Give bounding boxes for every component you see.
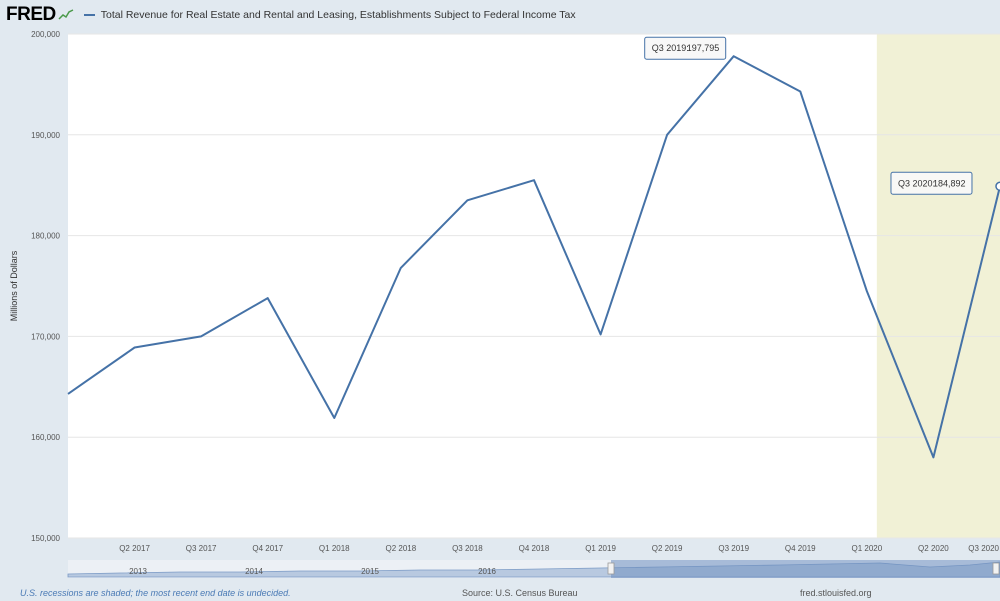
data-point bbox=[865, 289, 869, 293]
data-point bbox=[266, 296, 270, 300]
navigator-right-handle[interactable] bbox=[992, 562, 1000, 575]
legend-line-swatch bbox=[83, 14, 95, 16]
y-tick-label: 180,000 bbox=[31, 232, 60, 241]
fred-logo-graph-icon bbox=[57, 9, 74, 21]
navigator-year-labels: 2013 2014 2015 2016 bbox=[129, 567, 496, 576]
y-tick-label: 150,000 bbox=[31, 534, 60, 543]
navigator-left-handle[interactable] bbox=[607, 562, 615, 575]
series-line[interactable] bbox=[67, 55, 1000, 459]
chart-header: FRED Total Revenue for Real Estate and R… bbox=[0, 0, 1000, 30]
data-point bbox=[798, 89, 802, 93]
tooltips: Q3 2019:197,795 Q3 2020:184,892 bbox=[644, 36, 1000, 195]
x-tick-label: Q1 2019 bbox=[585, 544, 616, 553]
data-point bbox=[399, 266, 403, 270]
data-point bbox=[931, 455, 935, 459]
tooltip-marker bbox=[995, 181, 1000, 192]
y-tick-label: 160,000 bbox=[31, 433, 60, 442]
source-note: Source: U.S. Census Bureau bbox=[462, 588, 578, 598]
tooltip-box bbox=[890, 171, 973, 195]
y-tick-label: 190,000 bbox=[31, 131, 60, 140]
x-tick-label: Q3 2020 bbox=[968, 544, 999, 553]
gridlines bbox=[68, 33, 1000, 539]
x-tick-label: Q3 2018 bbox=[452, 544, 483, 553]
data-point bbox=[66, 392, 70, 396]
data-point bbox=[599, 332, 603, 336]
y-tick-label: 200,000 bbox=[31, 30, 60, 39]
navigator-year-label: 2015 bbox=[361, 567, 379, 576]
recession-note: U.S. recessions are shaded; the most rec… bbox=[20, 588, 291, 598]
data-point bbox=[133, 345, 137, 349]
x-tick-label: Q2 2019 bbox=[652, 544, 683, 553]
legend-series-title: Total Revenue for Real Estate and Rental… bbox=[100, 9, 576, 21]
x-tick-label: Q1 2018 bbox=[319, 544, 350, 553]
x-tick-label: Q1 2020 bbox=[851, 544, 882, 553]
tooltip: Q3 2020:184,892 bbox=[890, 171, 1000, 195]
plot-background bbox=[68, 34, 1000, 538]
x-tick-label: Q4 2019 bbox=[785, 544, 816, 553]
x-tick-label: Q4 2017 bbox=[252, 544, 283, 553]
y-axis-label: Millions of Dollars bbox=[9, 250, 19, 321]
x-tick-label: Q3 2019 bbox=[718, 544, 749, 553]
y-tick-label: 170,000 bbox=[31, 332, 60, 341]
x-axis-ticks: Q2 2017 Q3 2017 Q4 2017 Q1 2018 Q2 2018 Q3 20… bbox=[119, 544, 999, 553]
x-tick-label: Q2 2017 bbox=[119, 544, 150, 553]
series-legend[interactable]: Total Revenue for Real Estate and Rental… bbox=[83, 9, 576, 21]
fred-logo[interactable]: FRED bbox=[6, 4, 56, 25]
x-tick-label: Q4 2018 bbox=[519, 544, 550, 553]
tooltip-label: Q3 2020: bbox=[898, 178, 935, 188]
tooltip-value: 184,892 bbox=[933, 178, 966, 188]
navigator-year-label: 2013 bbox=[129, 567, 147, 576]
navigator-year-label: 2014 bbox=[245, 567, 263, 576]
range-navigator[interactable]: 2013 2014 2015 2016 bbox=[67, 560, 1000, 578]
tooltip-box bbox=[644, 36, 727, 60]
x-tick-label: Q3 2017 bbox=[186, 544, 217, 553]
data-point bbox=[199, 334, 203, 338]
recession-shading bbox=[876, 34, 1000, 538]
data-point bbox=[465, 198, 469, 202]
data-point bbox=[532, 178, 536, 182]
x-tick-label: Q2 2020 bbox=[918, 544, 949, 553]
data-point bbox=[665, 133, 669, 137]
x-tick-label: Q2 2018 bbox=[385, 544, 416, 553]
tooltip-label: Q3 2019: bbox=[652, 43, 689, 53]
tooltip-value: 197,795 bbox=[687, 43, 720, 53]
data-point bbox=[732, 54, 736, 58]
navigator-year-label: 2016 bbox=[478, 567, 496, 576]
y-axis-ticks: 150,000 160,000 170,000 180,000 190,000 200,0… bbox=[31, 30, 60, 543]
navigator-selected-range bbox=[611, 560, 1000, 578]
data-point bbox=[332, 416, 336, 420]
site-link[interactable]: fred.stlouisfed.org bbox=[800, 588, 872, 598]
tooltip: Q3 2019:197,795 bbox=[644, 36, 727, 60]
